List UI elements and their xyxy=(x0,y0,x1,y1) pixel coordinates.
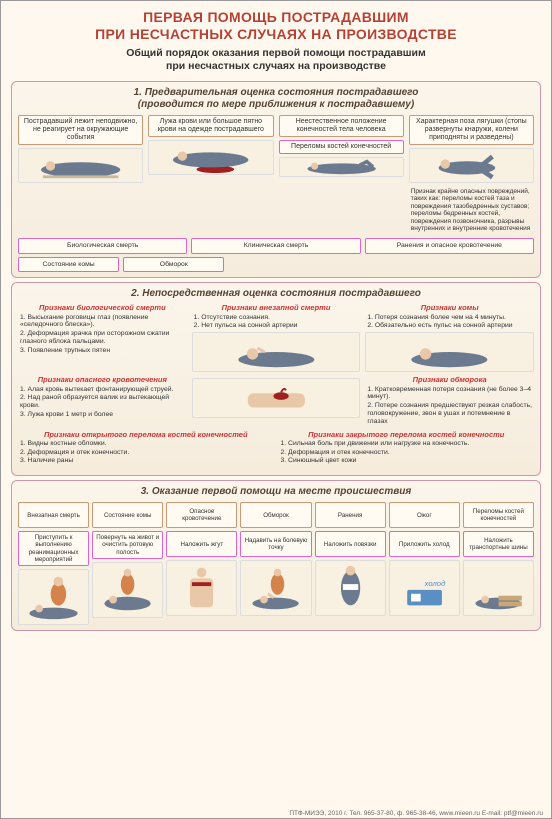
s3-col-4: Ранения Наложить повязки xyxy=(315,502,386,625)
s1-top-1: Лужа крови или большое пятно крови на од… xyxy=(148,115,273,137)
s1-ill-3 xyxy=(409,148,534,183)
s3-ill-0 xyxy=(18,569,89,625)
s3-col-1: Состояние комы Повернуть на живот и очист… xyxy=(92,502,163,625)
s3-a-6: Наложить транспортные шины xyxy=(463,531,534,557)
svg-text:холод: холод xyxy=(423,579,446,588)
s3-ill-3 xyxy=(240,560,311,616)
s3-t-4: Ранения xyxy=(315,502,386,528)
s1-top-3: Характерная поза лягушки (стопы разверну… xyxy=(409,115,534,145)
s1-top-0: Пострадавший лежит неподвижно, не реагир… xyxy=(18,115,143,145)
s2g1-0h: Признаки биологической смерти xyxy=(18,304,187,312)
s3-a-4: Наложить повязки xyxy=(315,531,386,557)
footer: ПТФ-МИЭЭ, 2010 г. Тел. 965-37-80, ф. 965… xyxy=(289,810,543,817)
s2g1-1i xyxy=(192,332,361,372)
s2g3-0h: Признаки открытого перелома костей конеч… xyxy=(18,431,274,439)
main-title: ПЕРВАЯ ПОМОЩЬ ПОСТРАДАВШИМПРИ НЕСЧАСТНЫХ… xyxy=(1,1,551,47)
s1-bot2-0: Состояние комы xyxy=(18,257,119,273)
s2g3-1b: 1. Сильная боль при движении или нагрузк… xyxy=(279,440,535,465)
s3-col-6: Переломы костей конечностей Наложить тран… xyxy=(463,502,534,625)
s3-t-5: Ожог xyxy=(389,502,460,528)
s3-a-1: Повернуть на живот и очистить ротовую по… xyxy=(92,531,163,558)
s1-bot-0: Биологическая смерть xyxy=(18,238,187,254)
s3-ill-5: холод xyxy=(389,560,460,616)
s3-a-5: Приложить холод xyxy=(389,531,460,557)
s3-a-3: Надавить на болевую точку xyxy=(240,531,311,557)
s3-t-2: Опасное кровотечение xyxy=(166,502,237,528)
s2g1-1b: 1. Отсутствие сознания.2. Нет пульса на … xyxy=(192,314,361,331)
section-3-header: 3. Оказание первой помощи на месте проис… xyxy=(18,486,534,498)
section-3: 3. Оказание первой помощи на месте проис… xyxy=(11,480,541,631)
s2g1-2b: 1. Потеря сознания более чем на 4 минуты… xyxy=(365,314,534,331)
s3-t-6: Переломы костей конечностей xyxy=(463,502,534,528)
s3-ill-2 xyxy=(166,560,237,616)
s3-t-0: Внезапная смерть xyxy=(18,502,89,528)
s1-bot-2: Ранения и опасное кровотечение xyxy=(365,238,534,254)
s2g1-0b: 1. Высыхание роговицы глаз (появление «с… xyxy=(18,314,187,355)
s1-ill-0 xyxy=(18,148,143,183)
s2g2-1b: 1. Кратковременная потеря сознания (не б… xyxy=(365,386,534,426)
s2g3-0b: 1. Видны костные обломки.2. Деформация и… xyxy=(18,440,274,465)
s2g1-2h: Признаки комы xyxy=(365,304,534,312)
s2g2-1h: Признаки обморока xyxy=(365,376,534,384)
s3-ill-4 xyxy=(315,560,386,616)
s1-bot-1: Клиническая смерть xyxy=(191,238,360,254)
s3-t-3: Обморок xyxy=(240,502,311,528)
s3-ill-1 xyxy=(92,562,163,618)
s2g3-1h: Признаки закрытого перелома костей конеч… xyxy=(279,431,535,439)
s2g2-0h: Признаки опасного кровотечения xyxy=(18,376,187,384)
section-1: 1. Предварительная оценка состояния пост… xyxy=(11,81,541,279)
s3-t-1: Состояние комы xyxy=(92,502,163,528)
section-1-header: 1. Предварительная оценка состояния пост… xyxy=(18,87,534,111)
s1-mid-0: Переломы костей конечностей xyxy=(279,140,404,154)
s1-bot2-1: Обморок xyxy=(123,257,224,273)
section-2-header: 2. Непосредственная оценка состояния пос… xyxy=(18,288,534,300)
section-2: 2. Непосредственная оценка состояния пос… xyxy=(11,282,541,476)
s1-note: Признак крайне опасных повреждений, таки… xyxy=(409,186,534,235)
s1-top-2: Неестественное положение конечностей тел… xyxy=(279,115,404,137)
s1-ill-1 xyxy=(148,140,273,175)
s2g1-2i xyxy=(365,332,534,372)
s2g2-i xyxy=(192,378,361,418)
s2g1-1h: Признаки внезапной смерти xyxy=(192,304,361,312)
s2g2-0b: 1. Алая кровь вытекает фонтанирующей стр… xyxy=(18,386,187,419)
s3-col-5: Ожог Приложить холод холод xyxy=(389,502,460,625)
s1-ill-2 xyxy=(279,157,404,177)
s3-col-0: Внезапная смерть Приступить к выполнению … xyxy=(18,502,89,625)
s3-col-2: Опасное кровотечение Наложить жгут xyxy=(166,502,237,625)
subtitle: Общий порядок оказания первой помощи пос… xyxy=(1,47,551,77)
s3-ill-6 xyxy=(463,560,534,616)
s3-a-0: Приступить к выполнению реанимационных м… xyxy=(18,531,89,566)
s3-a-2: Наложить жгут xyxy=(166,531,237,557)
s3-col-3: Обморок Надавить на болевую точку xyxy=(240,502,311,625)
